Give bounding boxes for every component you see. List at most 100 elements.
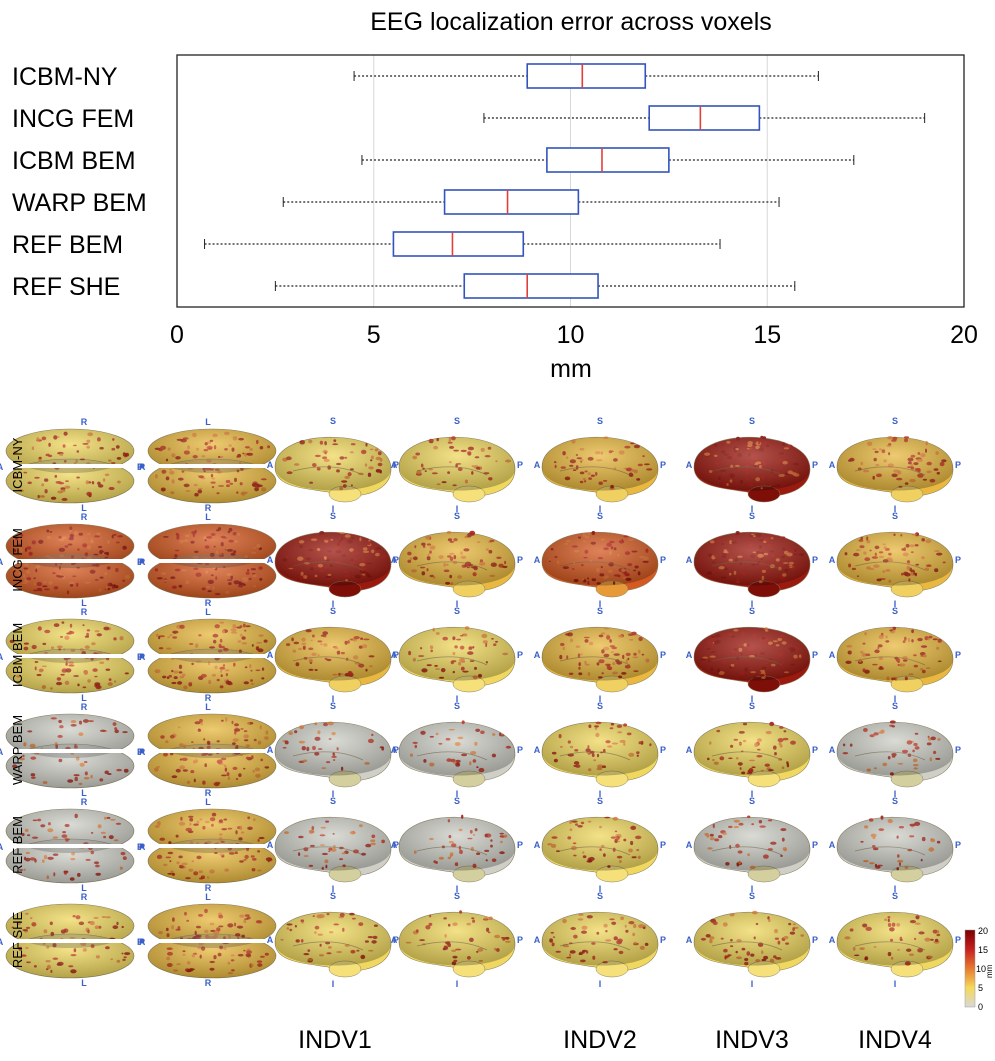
orientation-letter: I xyxy=(332,599,335,609)
orientation-letter: A xyxy=(0,842,4,852)
shading xyxy=(694,722,810,776)
shading xyxy=(542,437,658,491)
orientation-letter: S xyxy=(749,511,755,521)
orientation-letter: A xyxy=(139,557,146,567)
orientation-letter: S xyxy=(892,606,898,616)
orientation-letter: P xyxy=(660,935,666,945)
orientation-letter: A xyxy=(686,935,693,945)
orientation-letter: I xyxy=(894,884,897,894)
orientation-letter: I xyxy=(599,694,602,704)
orientation-letter: S xyxy=(892,416,898,426)
brain-lat-view: SA PI xyxy=(391,891,523,989)
colorbar-tick: 20 xyxy=(978,926,988,936)
orientation-letter: A xyxy=(534,650,541,660)
y-tick-label: INCG FEM xyxy=(12,105,134,133)
orientation-letter: I xyxy=(456,694,459,704)
shading xyxy=(399,817,515,871)
midline-gap xyxy=(4,654,136,658)
orientation-letter: S xyxy=(454,891,460,901)
brain-map-grid: RALPLPRAPSAPISAPISAPISAPISAPIRALPLPRAPSA… xyxy=(0,416,994,1054)
brain-bottom-view: LPRAP xyxy=(139,797,285,893)
x-axis-label: mm xyxy=(550,355,592,383)
orientation-letter: P xyxy=(139,747,145,757)
orientation-letter: I xyxy=(751,599,754,609)
brain-lat-view: SA PI xyxy=(686,891,818,989)
orientation-letter: R xyxy=(81,607,88,617)
orientation-letter: R xyxy=(81,892,88,902)
orientation-letter: I xyxy=(751,789,754,799)
orientation-letter: R xyxy=(205,693,212,703)
shading xyxy=(275,722,391,776)
orientation-letter: A xyxy=(829,555,836,565)
orientation-letter: P xyxy=(955,460,961,470)
shading xyxy=(399,912,515,966)
shading xyxy=(399,532,515,586)
orientation-letter: A xyxy=(267,840,274,850)
shading xyxy=(837,722,953,776)
orientation-letter: R xyxy=(81,702,88,712)
orientation-letter: I xyxy=(751,694,754,704)
y-tick-labels: ICBM-NY INCG FEM ICBM BEM WARP BEM REF BEM RE… xyxy=(12,63,147,301)
y-tick-label: REF BEM xyxy=(12,231,123,259)
orientation-letter: A xyxy=(267,555,274,565)
brain-lat-view: SA PI xyxy=(534,796,666,894)
orientation-letter: S xyxy=(454,796,460,806)
brain-lat-view: SA PI xyxy=(829,606,961,704)
orientation-letter: L xyxy=(205,797,211,807)
column-label: INDV2 xyxy=(563,1026,637,1054)
midline-gap xyxy=(146,654,278,658)
orientation-letter: A xyxy=(0,652,4,662)
x-tick-label: 10 xyxy=(557,321,585,349)
orientation-letter: P xyxy=(812,935,818,945)
orientation-letter: P xyxy=(393,460,399,470)
brain-lat-view: SA PI xyxy=(267,511,399,609)
shading xyxy=(399,627,515,681)
orientation-letter: I xyxy=(751,884,754,894)
brain-lat-view: SA PI xyxy=(686,796,818,894)
colorbar-tick: 10 xyxy=(976,964,986,974)
brain-top-view: R A L P xyxy=(0,797,143,893)
brain-lat-view: SA PI xyxy=(267,796,399,894)
orientation-letter: P xyxy=(660,460,666,470)
shading xyxy=(542,532,658,586)
shading xyxy=(694,627,810,681)
orientation-letter: P xyxy=(660,840,666,850)
shading xyxy=(6,554,134,598)
shading xyxy=(6,934,134,978)
orientation-letter: S xyxy=(749,416,755,426)
orientation-letter: L xyxy=(205,702,211,712)
orientation-letter: P xyxy=(812,650,818,660)
orientation-letter: I xyxy=(456,884,459,894)
shading xyxy=(694,532,810,586)
orientation-letter: A xyxy=(139,747,146,757)
orientation-letter: S xyxy=(597,511,603,521)
orientation-letter: I xyxy=(894,979,897,989)
orientation-letter: A xyxy=(829,650,836,660)
brain-top-view: R A L P xyxy=(0,512,143,608)
brain-lat-view: SA PI xyxy=(391,606,523,704)
shading xyxy=(694,817,810,871)
orientation-letter: I xyxy=(894,694,897,704)
orientation-letter: I xyxy=(332,504,335,514)
orientation-letter: A xyxy=(391,460,398,470)
orientation-letter: P xyxy=(137,937,143,947)
orientation-letter: P xyxy=(660,650,666,660)
orientation-letter: I xyxy=(599,599,602,609)
orientation-letter: S xyxy=(597,606,603,616)
orientation-letter: A xyxy=(534,460,541,470)
plot-frame xyxy=(176,54,965,308)
orientation-letter: P xyxy=(137,747,143,757)
orientation-letter: S xyxy=(749,891,755,901)
brain-lat-view: SA PI xyxy=(829,796,961,894)
column-label: INDV4 xyxy=(858,1026,932,1054)
midline-gap xyxy=(146,939,278,943)
shading xyxy=(6,839,134,883)
y-tick-label: REF SHE xyxy=(12,273,120,301)
shading xyxy=(6,649,134,693)
orientation-letter: L xyxy=(81,693,87,703)
orientation-letter: P xyxy=(955,840,961,850)
orientation-letter: P xyxy=(393,935,399,945)
midline-gap xyxy=(4,749,136,753)
brain-bottom-view: LPRAP xyxy=(139,417,285,513)
orientation-letter: L xyxy=(205,892,211,902)
